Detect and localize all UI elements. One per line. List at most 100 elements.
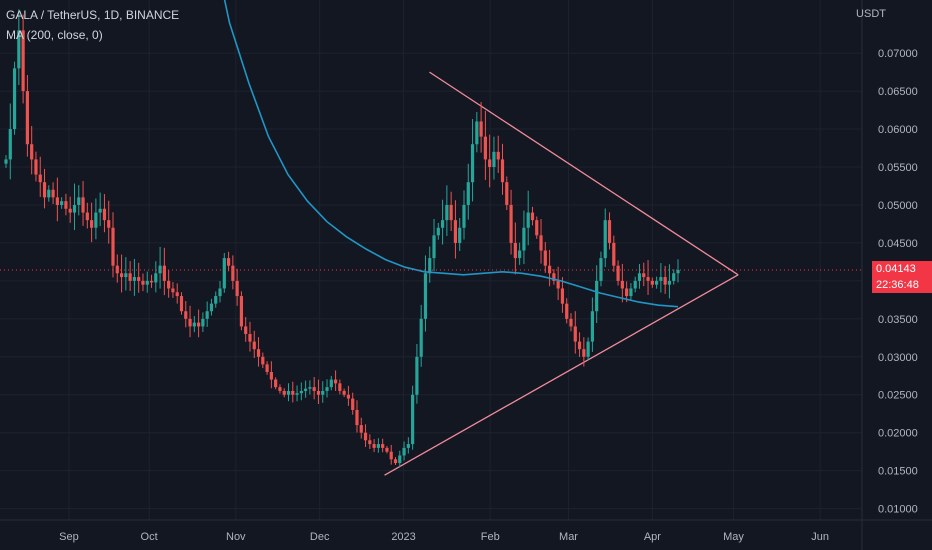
- candle-body: [192, 322, 196, 327]
- candle-body: [111, 227, 115, 266]
- candle-body: [432, 235, 436, 259]
- price-axis-title: USDT: [856, 8, 886, 20]
- candle-body: [483, 136, 487, 160]
- candle-body: [291, 390, 295, 395]
- candle-body: [201, 318, 205, 327]
- candle-body: [34, 159, 38, 175]
- candle-body: [573, 326, 577, 342]
- candle-body: [372, 444, 376, 448]
- candle-body: [470, 144, 475, 183]
- candle-body: [492, 151, 496, 168]
- candle-body: [12, 68, 17, 130]
- candle-body: [466, 182, 470, 205]
- ma-200-path: [223, 0, 679, 308]
- price-tick-label: 0.02500: [878, 390, 918, 402]
- candle-body: [256, 349, 261, 357]
- candle-body: [132, 277, 137, 281]
- candle-body: [325, 387, 329, 391]
- candle-body: [376, 444, 380, 448]
- price-tick-label: 0.01500: [878, 466, 918, 478]
- last-price-tag: 0.04143: [872, 261, 932, 278]
- time-tick-label: Oct: [141, 531, 158, 543]
- candle-body: [312, 387, 316, 391]
- candle-body: [629, 288, 633, 297]
- candle-body: [509, 204, 513, 243]
- candle-body: [184, 311, 188, 319]
- price-tick-label: 0.02000: [878, 428, 918, 440]
- candle-body: [650, 280, 654, 285]
- candle-body: [552, 273, 556, 281]
- candle-body: [25, 91, 30, 145]
- candle-body: [222, 258, 226, 289]
- candle-body: [642, 273, 646, 278]
- candle-body: [436, 227, 440, 236]
- candle-body: [64, 201, 68, 209]
- candle-body: [659, 277, 663, 281]
- candle-body: [547, 265, 552, 274]
- candle-body: [458, 227, 462, 243]
- candle-body: [526, 212, 530, 228]
- candle-body: [646, 277, 650, 281]
- candle-body: [295, 393, 299, 395]
- candle-body: [560, 288, 565, 304]
- candle-body: [158, 265, 162, 274]
- price-tick-label: 0.05500: [878, 162, 918, 174]
- candle-body: [389, 451, 393, 460]
- candle-body: [445, 204, 449, 221]
- candle-body: [42, 182, 47, 198]
- candle-body: [60, 201, 64, 205]
- indicator-legend[interactable]: MA (200, close, 0): [6, 28, 103, 42]
- time-axis[interactable]: Sep Oct Nov Dec 2023 Feb Mar Apr May Jun: [0, 519, 932, 543]
- candle-body: [265, 364, 269, 372]
- time-tick-label: May: [723, 531, 744, 543]
- candle-body: [449, 204, 453, 221]
- candle-body: [102, 208, 107, 221]
- candle-body: [329, 379, 333, 388]
- candle-body: [402, 447, 406, 456]
- candle-body: [321, 390, 325, 395]
- candle-body: [672, 273, 676, 281]
- candle-body: [47, 189, 51, 198]
- candle-body: [607, 220, 612, 243]
- bar-countdown-tag: 22:36:48: [872, 277, 932, 294]
- candle-body: [556, 280, 560, 289]
- candle-body: [496, 151, 500, 160]
- candle-body: [308, 387, 312, 389]
- candle-body: [55, 197, 59, 205]
- candle-body: [244, 326, 248, 335]
- symbol-title[interactable]: GALA / TetherUS, 1D, BINANCE: [6, 8, 180, 22]
- candle-body: [4, 159, 8, 164]
- candle-body: [603, 220, 607, 259]
- candle-body: [406, 444, 410, 448]
- candle-body: [51, 189, 55, 198]
- candle-body: [209, 303, 214, 312]
- candle-body: [428, 258, 432, 274]
- candle-body: [500, 159, 505, 183]
- candle-body: [419, 318, 423, 357]
- candle-body: [231, 265, 235, 281]
- candle-body: [488, 159, 492, 168]
- candle-body: [381, 444, 385, 448]
- candle-body: [278, 387, 282, 391]
- candle-body: [530, 212, 535, 221]
- candle-body: [179, 296, 184, 312]
- candle-body: [522, 227, 526, 251]
- candle-body: [599, 258, 603, 281]
- candle-body: [368, 440, 372, 445]
- price-tick-label: 0.06500: [878, 86, 918, 98]
- candle-body: [616, 265, 620, 281]
- candle-body: [346, 394, 351, 399]
- candle-body: [38, 174, 42, 183]
- candle-body: [654, 280, 659, 285]
- candle-body: [145, 280, 149, 285]
- candle-body: [8, 129, 12, 160]
- candle-body: [543, 250, 547, 266]
- trendline-lower: [384, 274, 739, 476]
- candle-body: [98, 208, 102, 213]
- candle-body: [316, 390, 321, 395]
- candle-body: [513, 242, 517, 259]
- candle-body: [119, 273, 124, 278]
- candle-body: [235, 280, 239, 297]
- candle-body: [115, 265, 119, 274]
